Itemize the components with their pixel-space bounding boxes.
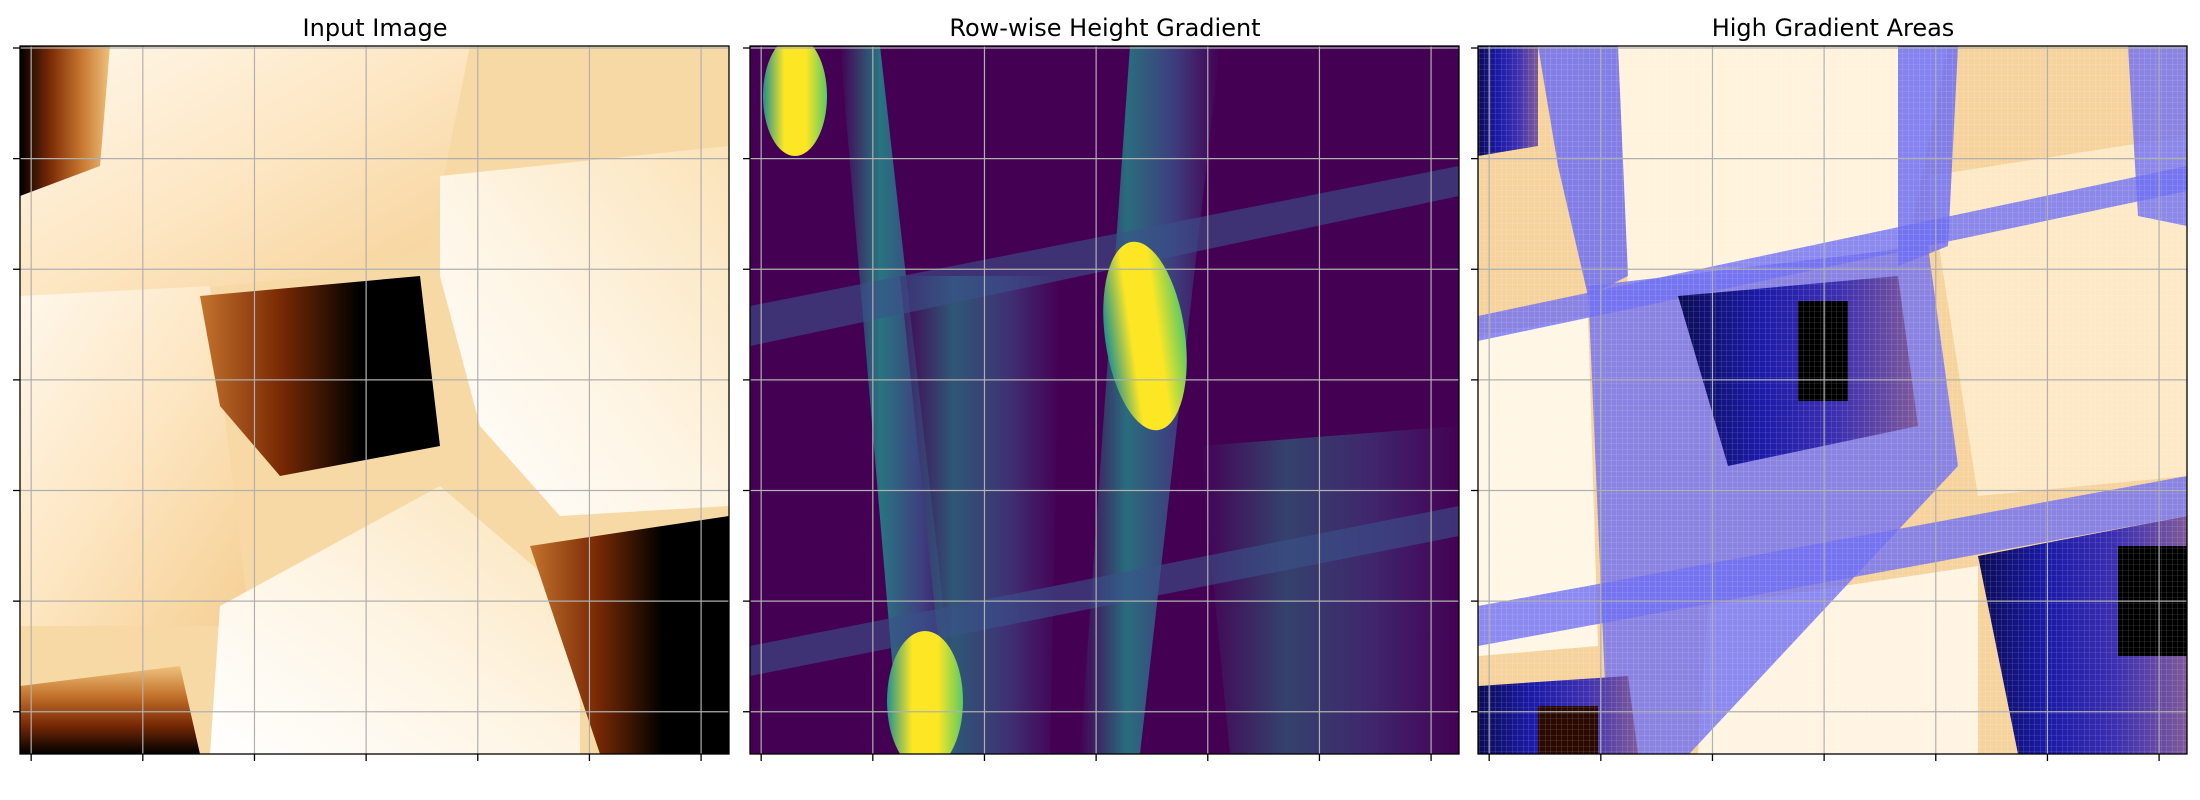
panel-title-gradient: Row-wise Height Gradient [949, 14, 1261, 42]
heatmap-image [1478, 46, 2187, 754]
heatmap-image [20, 46, 729, 754]
input-image-panel [13, 45, 730, 761]
axes-frame [19, 45, 730, 755]
grid-lines [20, 46, 729, 754]
heatmap-image [750, 46, 1459, 754]
grid-lines [1478, 46, 2187, 754]
panel-title-input: Input Image [302, 14, 448, 42]
high-gradient-panel [1471, 45, 2188, 761]
axes-frame [749, 45, 1460, 755]
panel-title-highlight: High Gradient Areas [1711, 14, 1955, 42]
grid-lines [750, 46, 1459, 754]
axes-frame [1477, 45, 2188, 755]
gradient-panel [743, 45, 1460, 761]
